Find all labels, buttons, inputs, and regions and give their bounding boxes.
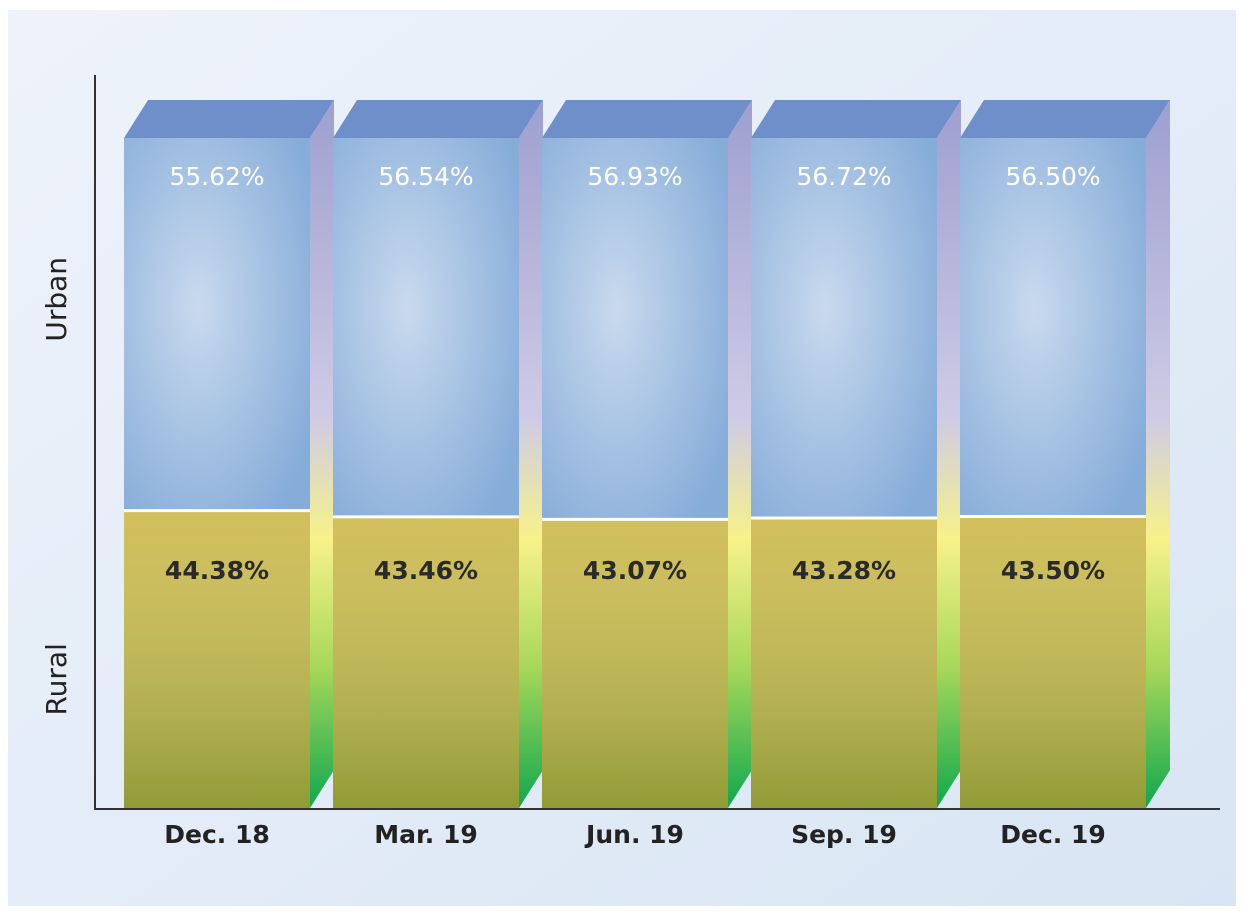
bar-top bbox=[542, 100, 752, 138]
series-label: Rural bbox=[40, 643, 73, 715]
bar-texture bbox=[542, 138, 728, 520]
bar-top bbox=[124, 100, 334, 138]
value-label: 44.38% bbox=[165, 556, 269, 585]
value-label: 43.07% bbox=[583, 556, 687, 585]
x-tick-label: Jun. 19 bbox=[584, 820, 684, 849]
value-label: 56.50% bbox=[1005, 162, 1100, 191]
bar-top bbox=[960, 100, 1170, 138]
bar-side bbox=[728, 100, 752, 808]
bar-top bbox=[751, 100, 961, 138]
value-label: 56.72% bbox=[796, 162, 891, 191]
plot: Urban Rural 55.62% 44.38% Dec. 18 56.54% 43.46… bbox=[40, 100, 1170, 849]
bar-side bbox=[937, 100, 961, 808]
value-label: 56.54% bbox=[378, 162, 473, 191]
series-label: Urban bbox=[40, 257, 73, 342]
bar-texture bbox=[751, 138, 937, 519]
bar-texture bbox=[960, 138, 1146, 517]
bar-texture bbox=[124, 138, 310, 511]
value-label: 56.93% bbox=[587, 162, 682, 191]
value-label: 43.46% bbox=[374, 556, 478, 585]
x-tick-label: Mar. 19 bbox=[374, 820, 478, 849]
x-tick-label: Sep. 19 bbox=[791, 820, 897, 849]
x-tick-label: Dec. 18 bbox=[164, 820, 270, 849]
bar-side bbox=[519, 100, 543, 808]
bar-texture bbox=[333, 138, 519, 517]
value-label: 43.50% bbox=[1001, 556, 1105, 585]
value-label: 55.62% bbox=[169, 162, 264, 191]
bar-texture bbox=[124, 510, 310, 808]
bar-top bbox=[333, 100, 543, 138]
bar-texture bbox=[960, 516, 1146, 808]
bar-texture bbox=[751, 518, 937, 808]
bar-side bbox=[310, 100, 334, 808]
bar-side bbox=[1146, 100, 1170, 808]
value-label: 43.28% bbox=[792, 556, 896, 585]
bar-texture bbox=[333, 516, 519, 808]
bar-texture bbox=[542, 519, 728, 808]
x-tick-label: Dec. 19 bbox=[1000, 820, 1106, 849]
